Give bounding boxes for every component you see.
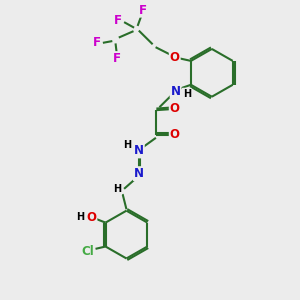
Text: Cl: Cl [81, 245, 94, 258]
Text: N: N [134, 167, 144, 180]
Text: F: F [139, 4, 147, 17]
Text: H: H [183, 88, 191, 98]
Text: O: O [170, 128, 180, 141]
Text: O: O [170, 102, 180, 115]
Text: F: F [113, 52, 121, 65]
Text: H: H [113, 184, 122, 194]
Text: N: N [134, 144, 144, 158]
Text: F: F [114, 14, 122, 28]
Text: O: O [170, 51, 180, 64]
Text: N: N [171, 85, 181, 98]
Text: H: H [124, 140, 132, 150]
Text: H: H [76, 212, 84, 222]
Text: F: F [93, 36, 101, 49]
Text: O: O [86, 211, 96, 224]
